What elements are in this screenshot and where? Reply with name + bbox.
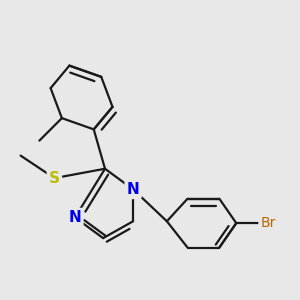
Text: N: N [127,182,140,197]
Text: N: N [69,210,81,225]
Text: S: S [49,171,60,186]
Text: Br: Br [260,216,276,230]
